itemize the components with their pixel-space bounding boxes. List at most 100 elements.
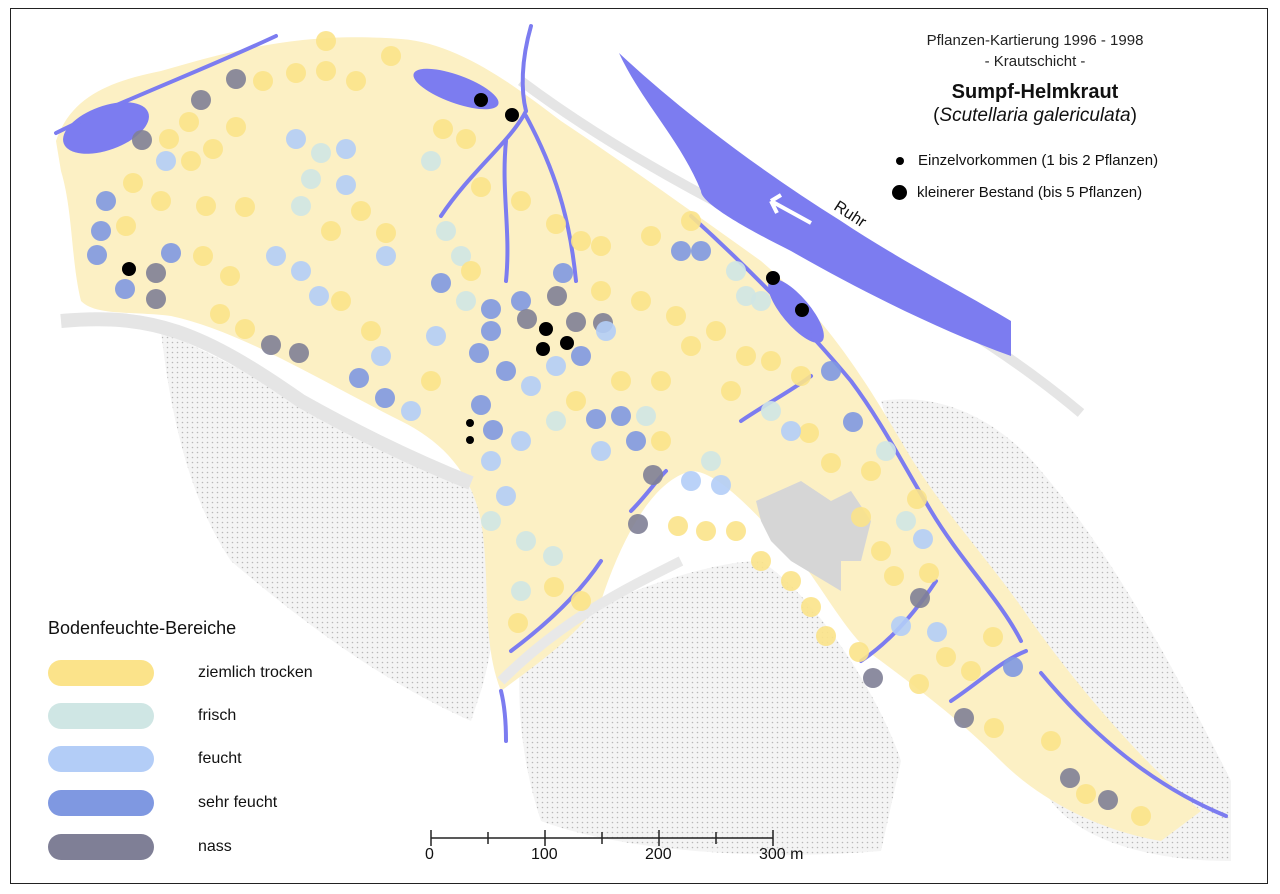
moisture-sample <box>913 529 933 549</box>
moisture-sample <box>711 475 731 495</box>
occurrence-large <box>505 108 519 122</box>
legend-label: feucht <box>198 750 242 767</box>
moisture-sample <box>483 420 503 440</box>
legend-item-dry: ziemlich trocken <box>48 660 313 686</box>
streams <box>54 24 1228 818</box>
moisture-sample <box>907 489 927 509</box>
moisture-sample <box>1098 790 1118 810</box>
moisture-sample <box>546 356 566 376</box>
moisture-sample <box>309 286 329 306</box>
occurrence-large <box>474 93 488 107</box>
moisture-sample <box>376 223 396 243</box>
moisture-sample <box>481 299 501 319</box>
occurrence-large <box>122 262 136 276</box>
legend-item-wet: nass <box>48 834 232 860</box>
moisture-sample <box>311 143 331 163</box>
moisture-sample <box>891 616 911 636</box>
scale-label-200: 200 <box>645 846 672 863</box>
moisture-sample <box>87 245 107 265</box>
hatched-terrain-southwest <box>161 331 495 721</box>
moisture-sample <box>566 391 586 411</box>
moisture-sample <box>726 261 746 281</box>
moisture-sample <box>181 151 201 171</box>
moisture-sample <box>626 431 646 451</box>
moisture-sample <box>116 216 136 236</box>
moisture-sample <box>726 521 746 541</box>
moisture-sample <box>751 551 771 571</box>
occurrence-large <box>766 271 780 285</box>
moisture-sample <box>761 351 781 371</box>
moisture-sample <box>736 346 756 366</box>
moisture-sample <box>161 243 181 263</box>
legend-label: frisch <box>198 707 237 724</box>
moisture-sample <box>884 566 904 586</box>
moisture-dots <box>87 31 1151 826</box>
moisture-sample <box>816 626 836 646</box>
survey-title: Pflanzen-Kartierung 1996 - 1998 <box>926 32 1144 49</box>
moisture-sample <box>376 246 396 266</box>
moisture-sample <box>351 201 371 221</box>
moisture-sample <box>316 31 336 51</box>
moisture-sample <box>261 335 281 355</box>
moisture-sample <box>876 441 896 461</box>
moisture-sample <box>336 175 356 195</box>
occurrence-large <box>560 336 574 350</box>
legend-title: Bodenfeuchte-Bereiche <box>48 618 237 638</box>
moisture-sample <box>508 613 528 633</box>
legend-label: ziemlich trocken <box>198 664 313 681</box>
moisture-sample <box>546 411 566 431</box>
moisture-sample <box>521 376 541 396</box>
moisture-sample <box>336 139 356 159</box>
moisture-sample <box>611 406 631 426</box>
moisture-sample <box>286 63 306 83</box>
occurrence-large <box>536 342 550 356</box>
moisture-sample <box>791 366 811 386</box>
moisture-sample <box>349 368 369 388</box>
moisture-sample <box>668 516 688 536</box>
latin-name: (Scutellaria galericulata) <box>933 105 1137 126</box>
moisture-sample <box>843 412 863 432</box>
moisture-sample <box>471 177 491 197</box>
moisture-sample <box>226 69 246 89</box>
moisture-sample <box>421 371 441 391</box>
moisture-sample <box>226 117 246 137</box>
moisture-sample <box>375 388 395 408</box>
moisture-sample <box>132 130 152 150</box>
large-dot-icon <box>892 185 907 200</box>
hatched-terrain-east <box>881 399 1231 861</box>
moisture-sample <box>611 371 631 391</box>
moisture-sample <box>96 191 116 211</box>
moisture-sample <box>628 514 648 534</box>
legend-label: nass <box>198 838 232 855</box>
road-south <box>497 556 684 685</box>
moisture-sample <box>553 263 573 283</box>
moisture-sample <box>291 261 311 281</box>
moisture-sample <box>961 661 981 681</box>
moisture-sample <box>146 289 166 309</box>
map-frame <box>10 8 1268 884</box>
moisture-sample <box>456 129 476 149</box>
occurrence-small <box>466 436 474 444</box>
moisture-sample <box>651 371 671 391</box>
moisture-sample <box>821 453 841 473</box>
moisture-sample <box>761 401 781 421</box>
moisture-sample <box>631 291 651 311</box>
moisture-sample <box>671 241 691 261</box>
hatched-terrain-south <box>519 561 901 855</box>
moisture-sample <box>361 321 381 341</box>
moisture-sample <box>591 441 611 461</box>
moisture-sample <box>821 361 841 381</box>
moisture-sample <box>433 119 453 139</box>
moisture-sample <box>253 71 273 91</box>
moisture-sample <box>451 246 471 266</box>
species-name: Sumpf-Helmkraut <box>951 81 1119 103</box>
moisture-sample <box>591 236 611 256</box>
legend-swatch <box>48 790 154 816</box>
moisture-sample <box>91 221 111 241</box>
moisture-sample <box>571 591 591 611</box>
moisture-sample <box>1041 731 1061 751</box>
occurrence-large <box>795 303 809 317</box>
legend-swatch <box>48 703 154 729</box>
moisture-sample <box>1076 784 1096 804</box>
moisture-sample <box>291 196 311 216</box>
